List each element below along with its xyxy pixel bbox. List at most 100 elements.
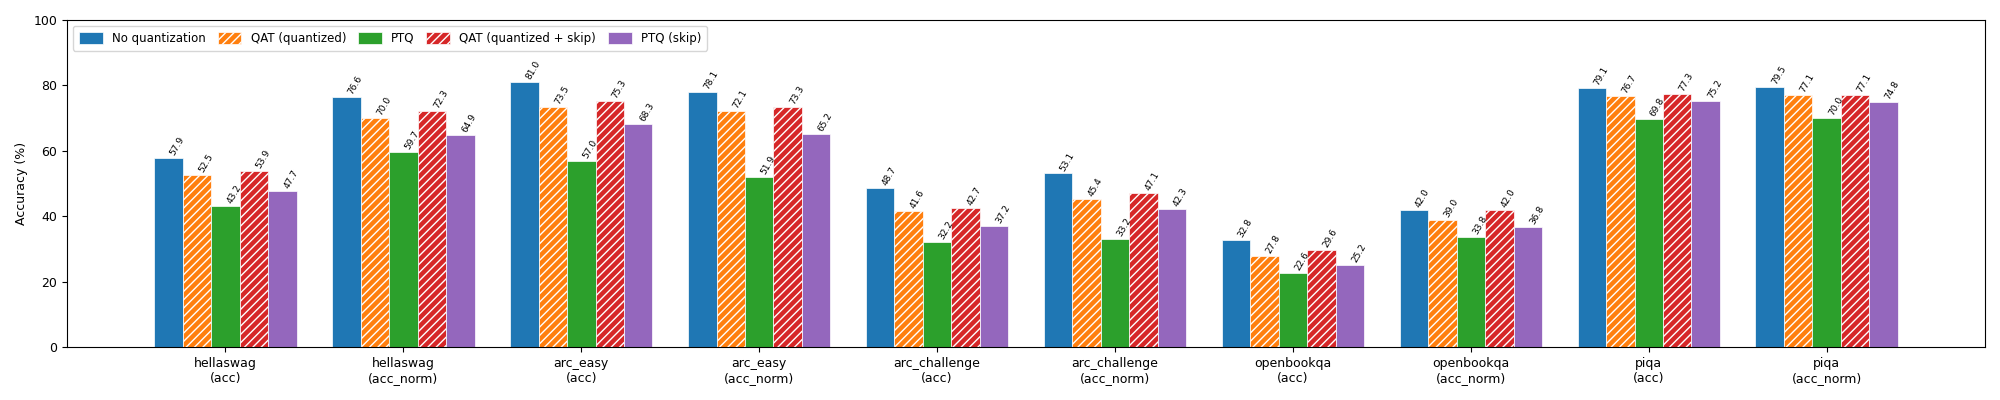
Text: 33.2: 33.2 — [1116, 216, 1132, 238]
Text: 32.8: 32.8 — [1236, 217, 1254, 239]
Bar — [1456, 237, 1486, 347]
Text: 25.2: 25.2 — [1350, 242, 1368, 264]
Bar — [1308, 250, 1336, 347]
Bar — [1784, 95, 1812, 347]
Text: 45.4: 45.4 — [1086, 176, 1104, 198]
Text: 77.3: 77.3 — [1678, 71, 1696, 93]
Bar — [1336, 265, 1364, 347]
Bar — [802, 134, 830, 347]
Text: 73.3: 73.3 — [788, 84, 806, 106]
Text: 79.1: 79.1 — [1592, 66, 1610, 88]
Bar — [716, 111, 744, 347]
Text: 39.0: 39.0 — [1442, 197, 1460, 219]
Bar — [1044, 174, 1072, 347]
Text: 76.6: 76.6 — [346, 74, 364, 96]
Bar — [1578, 88, 1606, 347]
Bar — [952, 208, 980, 347]
Text: 69.8: 69.8 — [1648, 96, 1666, 118]
Bar — [1428, 220, 1456, 347]
Legend: No quantization, QAT (quantized), PTQ, QAT (quantized + skip), PTQ (skip): No quantization, QAT (quantized), PTQ, Q… — [74, 26, 708, 51]
Text: 41.6: 41.6 — [908, 188, 926, 210]
Text: 77.1: 77.1 — [1856, 72, 1872, 94]
Text: 32.2: 32.2 — [938, 219, 954, 241]
Bar — [510, 82, 538, 347]
Bar — [1756, 87, 1784, 347]
Text: 42.7: 42.7 — [966, 185, 984, 206]
Bar — [866, 188, 894, 347]
Text: 59.7: 59.7 — [404, 129, 422, 151]
Text: 43.2: 43.2 — [226, 183, 244, 205]
Bar — [1692, 101, 1720, 347]
Bar — [624, 124, 652, 347]
Text: 77.1: 77.1 — [1798, 72, 1816, 94]
Text: 29.6: 29.6 — [1322, 228, 1340, 250]
Text: 42.0: 42.0 — [1414, 187, 1432, 209]
Text: 52.5: 52.5 — [198, 153, 214, 174]
Text: 22.6: 22.6 — [1292, 251, 1310, 272]
Text: 57.0: 57.0 — [582, 138, 600, 160]
Text: 72.1: 72.1 — [730, 88, 748, 110]
Text: 70.0: 70.0 — [1826, 95, 1844, 117]
Text: 42.0: 42.0 — [1500, 187, 1518, 209]
Text: 27.8: 27.8 — [1264, 234, 1282, 255]
Bar — [154, 158, 182, 347]
Bar — [182, 176, 212, 347]
Bar — [268, 191, 296, 347]
Bar — [1130, 193, 1158, 347]
Bar — [922, 242, 952, 347]
Text: 75.2: 75.2 — [1706, 78, 1724, 100]
Bar — [1486, 210, 1514, 347]
Text: 79.5: 79.5 — [1770, 64, 1788, 86]
Bar — [1870, 102, 1898, 347]
Text: 53.9: 53.9 — [254, 148, 272, 170]
Bar — [538, 107, 568, 347]
Bar — [980, 226, 1008, 347]
Text: 75.3: 75.3 — [610, 78, 628, 100]
Bar — [1662, 94, 1692, 347]
Bar — [1250, 256, 1278, 347]
Bar — [744, 178, 774, 347]
Text: 48.7: 48.7 — [880, 165, 898, 187]
Bar — [1222, 240, 1250, 347]
Text: 81.0: 81.0 — [524, 59, 542, 81]
Text: 68.3: 68.3 — [638, 101, 656, 123]
Bar — [212, 206, 240, 347]
Text: 37.2: 37.2 — [994, 203, 1012, 224]
Bar — [568, 161, 596, 347]
Text: 57.9: 57.9 — [168, 135, 186, 157]
Text: 74.8: 74.8 — [1884, 80, 1902, 102]
Bar — [1634, 119, 1662, 347]
Bar — [360, 118, 390, 347]
Bar — [596, 101, 624, 347]
Bar — [1100, 239, 1130, 347]
Bar — [1278, 273, 1308, 347]
Text: 47.1: 47.1 — [1144, 170, 1162, 192]
Bar — [332, 96, 360, 347]
Bar — [446, 135, 474, 347]
Bar — [1606, 96, 1634, 347]
Text: 51.9: 51.9 — [760, 154, 778, 176]
Bar — [1072, 199, 1100, 347]
Bar — [418, 111, 446, 347]
Bar — [1400, 210, 1428, 347]
Text: 42.3: 42.3 — [1172, 186, 1190, 208]
Text: 36.8: 36.8 — [1528, 204, 1546, 226]
Text: 70.0: 70.0 — [374, 95, 392, 117]
Bar — [1514, 227, 1542, 347]
Text: 33.8: 33.8 — [1470, 214, 1488, 236]
Bar — [1812, 118, 1840, 347]
Bar — [1840, 95, 1870, 347]
Bar — [1158, 209, 1186, 347]
Text: 73.5: 73.5 — [552, 84, 570, 106]
Bar — [688, 92, 716, 347]
Bar — [240, 171, 268, 347]
Text: 64.9: 64.9 — [460, 112, 478, 134]
Text: 47.7: 47.7 — [282, 168, 300, 190]
Text: 78.1: 78.1 — [702, 69, 720, 91]
Bar — [390, 152, 418, 347]
Text: 53.1: 53.1 — [1058, 150, 1076, 172]
Bar — [894, 211, 922, 347]
Bar — [774, 107, 802, 347]
Y-axis label: Accuracy (%): Accuracy (%) — [14, 142, 28, 225]
Text: 76.7: 76.7 — [1620, 73, 1638, 95]
